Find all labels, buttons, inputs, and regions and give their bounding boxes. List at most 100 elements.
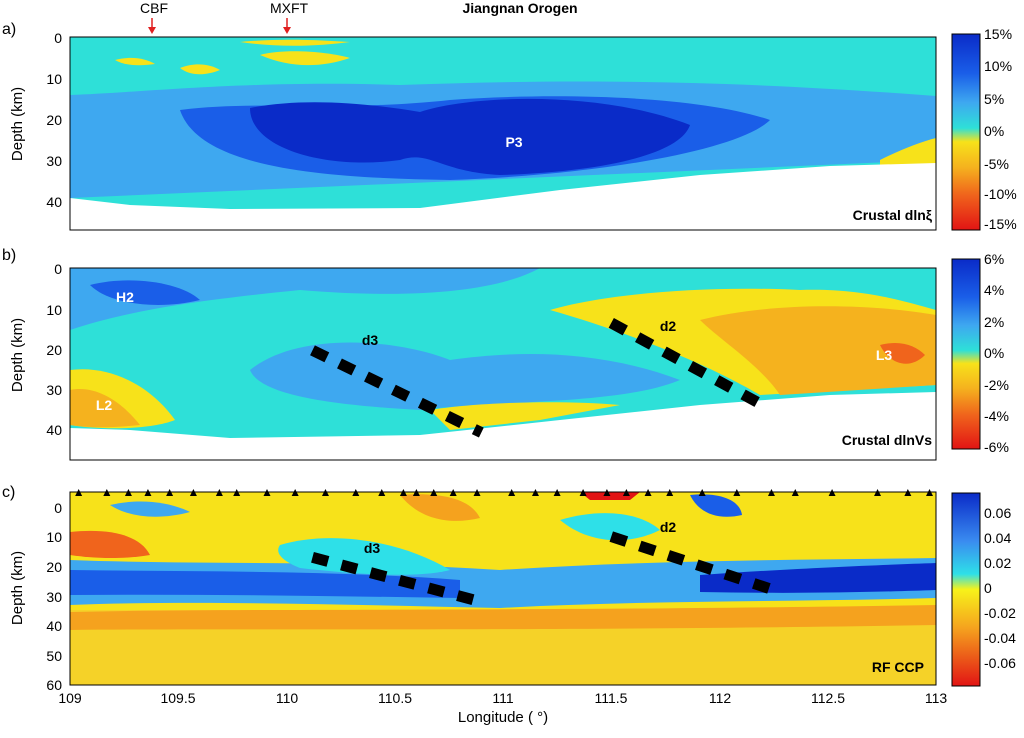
panel-b-annotation-d2: d2 bbox=[660, 318, 677, 334]
station-marker bbox=[579, 489, 587, 496]
panel-c-ytick: 10 bbox=[46, 529, 62, 545]
station-marker bbox=[733, 489, 741, 496]
x-axis-ticks: 109 109.5 110 110.5 111 111.5 112 112.5 … bbox=[58, 690, 947, 706]
dashed-line-d3 bbox=[310, 345, 484, 438]
panel-a-colorbar-ticks: 15% 10% 5% 0% -5% -10% -15% bbox=[984, 26, 1017, 232]
panel-b-yticks: 0 10 20 30 40 bbox=[46, 261, 62, 438]
station-marker bbox=[666, 489, 674, 496]
panel-b-label: b) bbox=[2, 247, 16, 264]
panel-a-annotation-p3: P3 bbox=[505, 134, 522, 150]
mxft-label: MXFT bbox=[270, 0, 309, 16]
colorbar-tick: -6% bbox=[984, 439, 1009, 455]
panel-c-ytick: 50 bbox=[46, 648, 62, 664]
panel-c-colorbar bbox=[951, 492, 981, 687]
panel-a-corner-label: Crustal dlnξ bbox=[853, 207, 933, 223]
station-marker bbox=[553, 489, 561, 496]
station-marker bbox=[233, 489, 241, 496]
station-marker bbox=[791, 489, 799, 496]
panel-c-corner-label: RF CCP bbox=[872, 659, 924, 675]
cbf-arrow-icon bbox=[148, 18, 156, 34]
x-tick: 113 bbox=[925, 690, 948, 706]
panel-c-yticks: 0 10 20 30 40 50 60 bbox=[46, 500, 62, 693]
station-marker bbox=[321, 489, 329, 496]
station-marker bbox=[263, 489, 271, 496]
panel-c-label: c) bbox=[2, 484, 15, 501]
panel-c-ylabel: Depth (km) bbox=[9, 551, 26, 625]
panel-a-colorbar bbox=[951, 33, 981, 231]
colorbar-tick: 0 bbox=[984, 580, 992, 596]
station-marker bbox=[926, 489, 934, 496]
x-tick: 112 bbox=[709, 690, 732, 706]
panel-b-ytick: 10 bbox=[46, 302, 62, 318]
panel-c-annotation-d2: d2 bbox=[660, 519, 677, 535]
x-axis-label: Longitude ( °) bbox=[458, 709, 548, 726]
panel-a-yticks: 0 10 20 30 40 bbox=[46, 30, 62, 210]
panel-a: a) Depth (km) P3 Crustal dlnξ 0 10 20 30… bbox=[2, 21, 1017, 232]
panel-a-ylabel: Depth (km) bbox=[9, 87, 26, 161]
figure-title: Jiangnan Orogen bbox=[462, 0, 577, 16]
station-marker bbox=[412, 489, 420, 496]
panel-a-ytick: 40 bbox=[46, 194, 62, 210]
station-marker bbox=[767, 489, 775, 496]
panel-c-annotation-d3: d3 bbox=[364, 540, 381, 556]
colorbar-tick: 0.06 bbox=[984, 505, 1011, 521]
colorbar-tick: 10% bbox=[984, 58, 1012, 74]
panel-b-ytick: 0 bbox=[54, 261, 62, 277]
station-marker bbox=[622, 489, 630, 496]
colorbar-tick: -15% bbox=[984, 216, 1017, 232]
station-marker bbox=[166, 489, 174, 496]
station-marker bbox=[904, 489, 912, 496]
station-marker bbox=[874, 489, 882, 496]
panel-a-label: a) bbox=[2, 21, 16, 38]
panel-b-annotation-l2: L2 bbox=[96, 397, 113, 413]
colorbar-tick: -10% bbox=[984, 186, 1017, 202]
station-marker bbox=[508, 489, 516, 496]
x-tick: 109.5 bbox=[160, 690, 195, 706]
station-marker bbox=[449, 489, 457, 496]
panel-b-annotation-h2: H2 bbox=[116, 289, 134, 305]
panel-b-dashed-lines bbox=[310, 318, 766, 438]
station-marker bbox=[603, 489, 611, 496]
station-marker bbox=[644, 489, 652, 496]
station-marker bbox=[378, 489, 386, 496]
panel-b-colorbar bbox=[951, 258, 981, 450]
colorbar-tick: -4% bbox=[984, 408, 1009, 424]
panel-c-colorbar-ticks: 0.06 0.04 0.02 0 -0.02 -0.04 -0.06 bbox=[984, 505, 1016, 671]
station-marker bbox=[103, 489, 111, 496]
panel-c-ytick: 60 bbox=[46, 677, 62, 693]
station-marker bbox=[352, 489, 360, 496]
x-tick: 110.5 bbox=[378, 690, 412, 706]
cbf-label: CBF bbox=[140, 0, 168, 16]
panel-a-ytick: 30 bbox=[46, 153, 62, 169]
colorbar-tick: -0.04 bbox=[984, 630, 1016, 646]
colorbar-tick: -0.02 bbox=[984, 605, 1016, 621]
panel-a-ytick: 0 bbox=[54, 30, 62, 46]
station-marker bbox=[75, 489, 83, 496]
panel-c-stations bbox=[75, 489, 934, 496]
x-tick: 112.5 bbox=[811, 690, 845, 706]
colorbar-tick: -5% bbox=[984, 156, 1009, 172]
panel-c: c) Depth (km) d3 d2 RF CCP 0 10 20 30 bbox=[2, 484, 1016, 693]
panel-b-ytick: 30 bbox=[46, 382, 62, 398]
x-tick: 110 bbox=[276, 690, 299, 706]
station-marker bbox=[473, 489, 481, 496]
panel-b-annotation-d3: d3 bbox=[362, 332, 379, 348]
colorbar-tick: 0.04 bbox=[984, 530, 1011, 546]
colorbar-tick: 0% bbox=[984, 123, 1004, 139]
panel-a-ytick: 20 bbox=[46, 112, 62, 128]
station-marker bbox=[531, 489, 539, 496]
station-marker bbox=[124, 489, 132, 496]
x-tick: 111 bbox=[492, 690, 513, 706]
panel-b: b) Depth (km) H2 d3 d2 L3 L2 Crustal dln… bbox=[2, 247, 1009, 461]
station-marker bbox=[399, 489, 407, 496]
panel-b-annotation-l3: L3 bbox=[876, 347, 893, 363]
station-marker bbox=[698, 489, 706, 496]
panel-b-colorbar-ticks: 6% 4% 2% 0% -2% -4% -6% bbox=[984, 251, 1009, 455]
station-marker bbox=[291, 489, 299, 496]
colorbar-tick: 15% bbox=[984, 26, 1012, 42]
panel-b-ytick: 20 bbox=[46, 342, 62, 358]
station-marker bbox=[144, 489, 152, 496]
panel-c-heatmap bbox=[70, 492, 936, 685]
station-marker bbox=[828, 489, 836, 496]
x-tick: 109 bbox=[58, 690, 82, 706]
